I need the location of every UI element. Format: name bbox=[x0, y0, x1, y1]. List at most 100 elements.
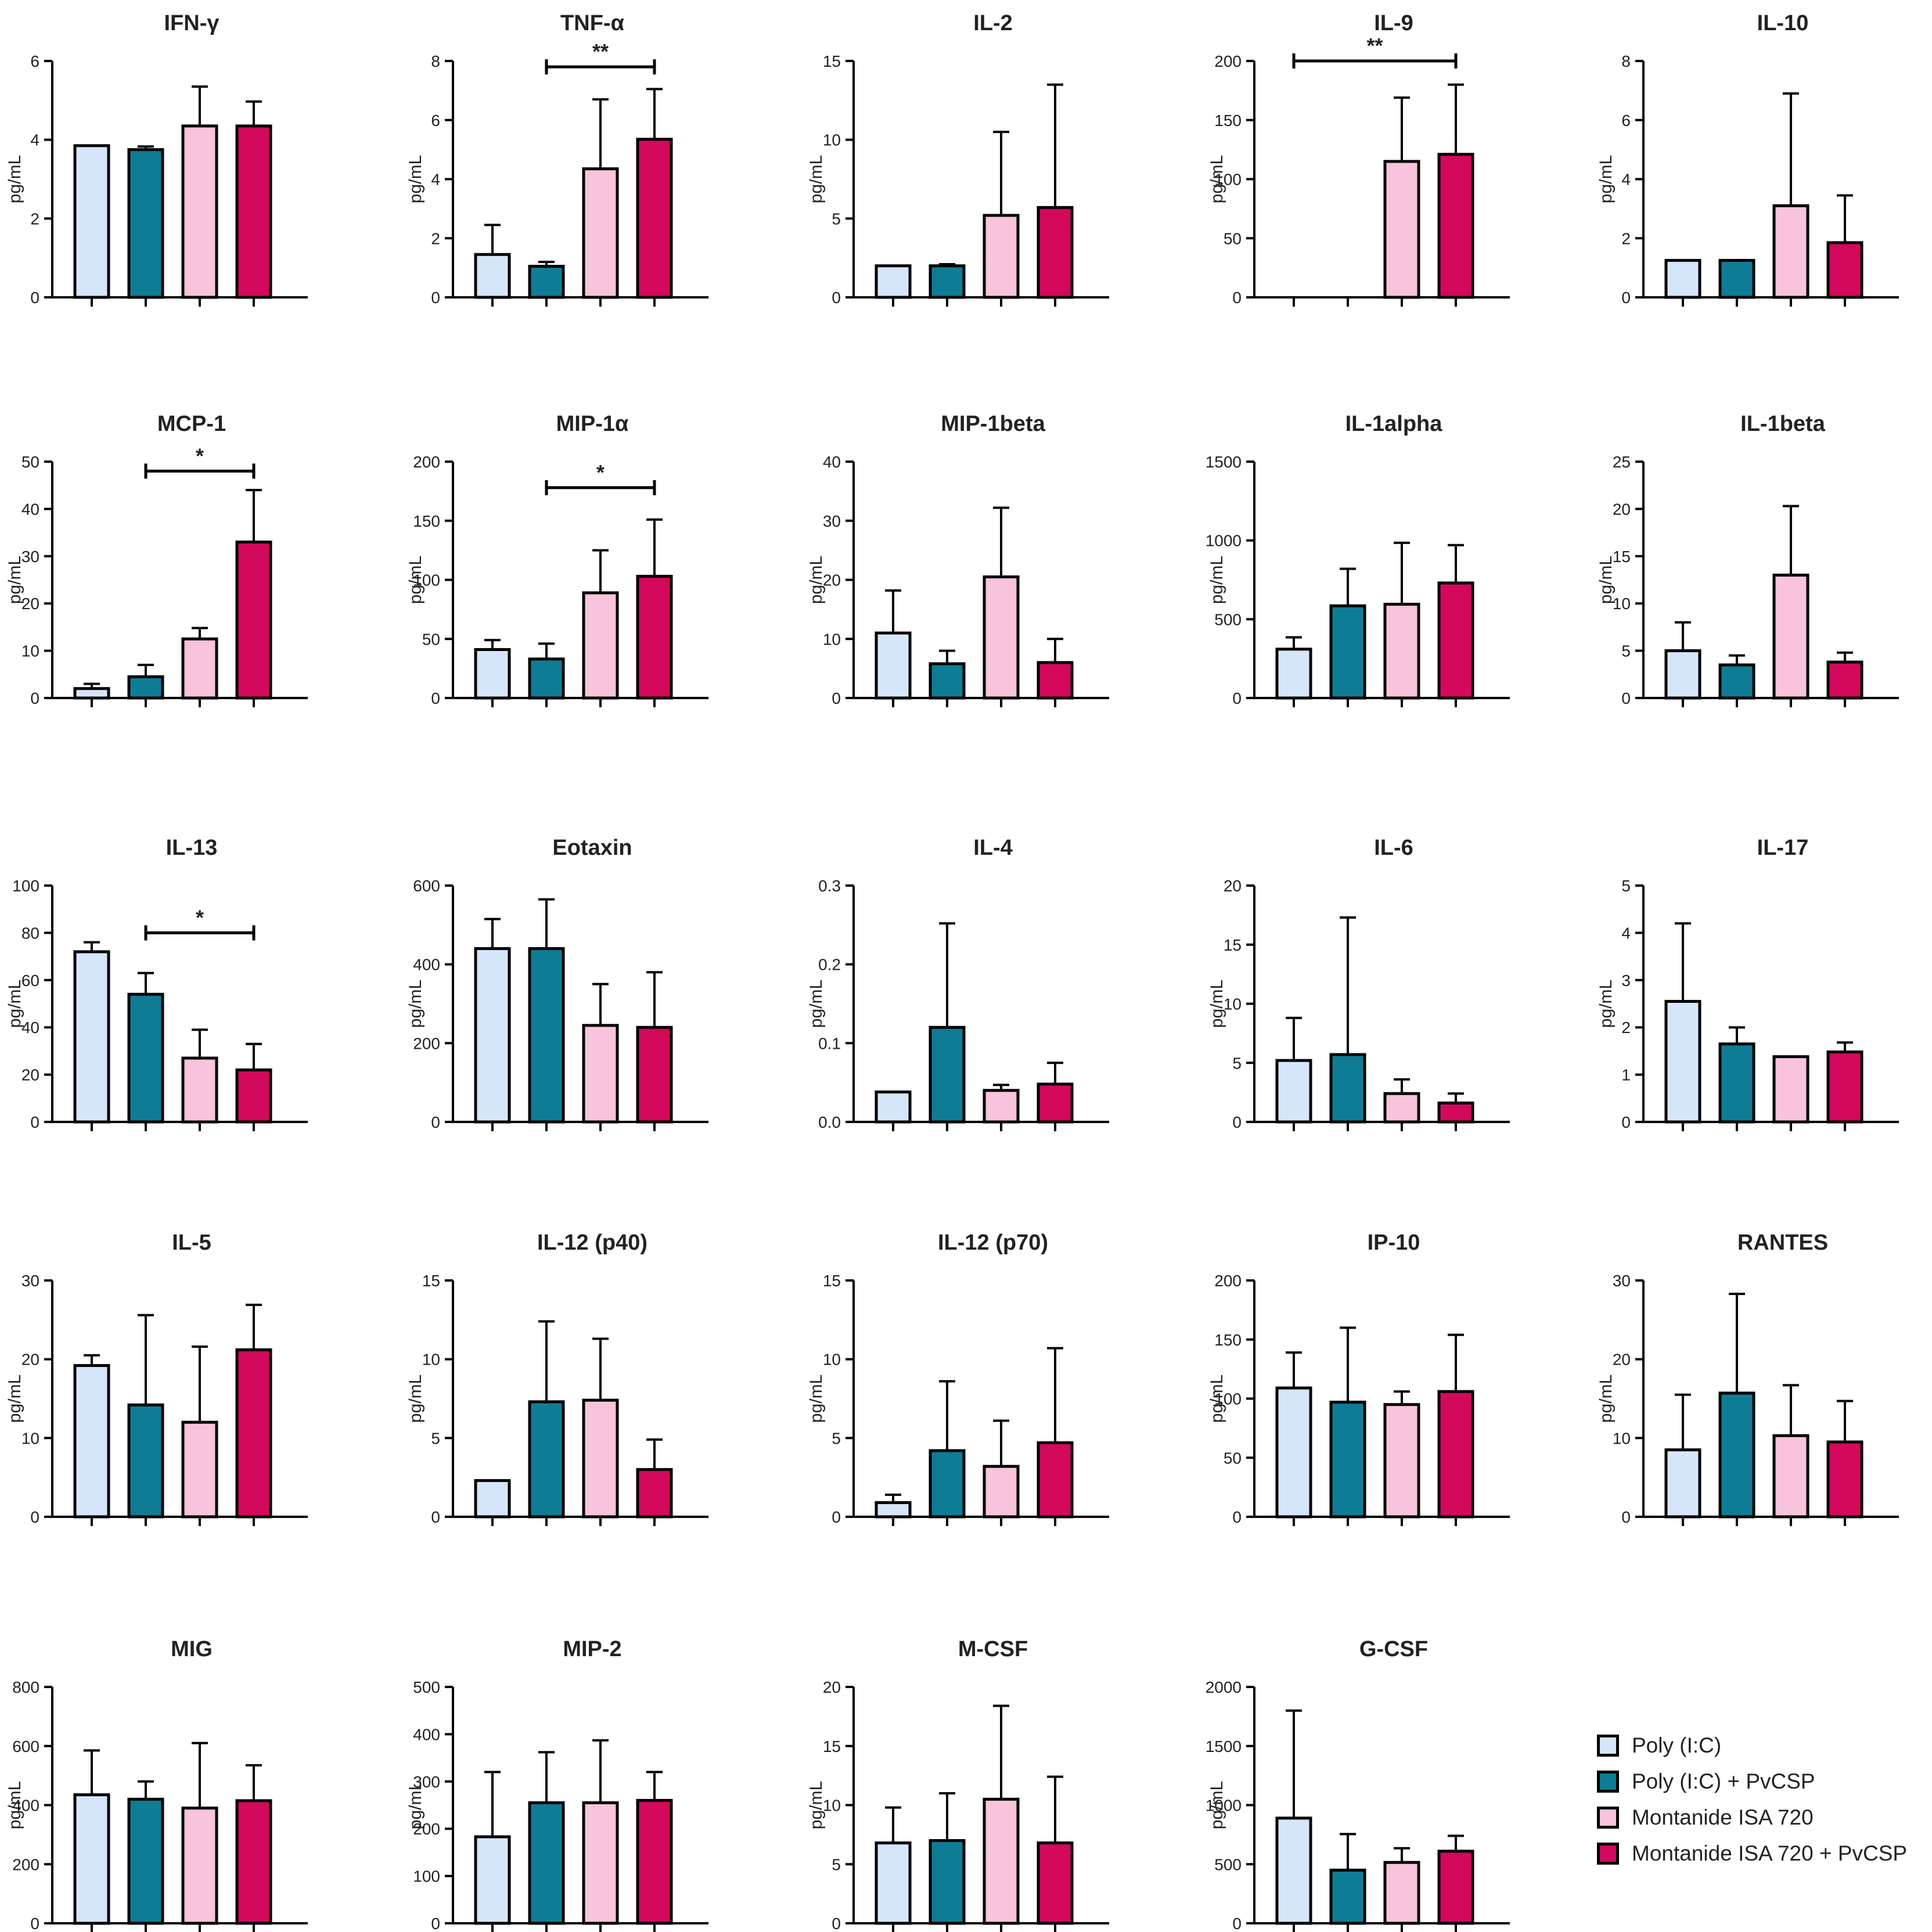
y-tick-label: 10 bbox=[823, 131, 841, 149]
legend-swatch-montanide-pvcsp bbox=[1597, 1843, 1619, 1865]
y-tick-label: 5 bbox=[1621, 877, 1631, 895]
bar-poly-i-c bbox=[1275, 1816, 1312, 1925]
significance-label: * bbox=[196, 905, 204, 929]
y-tick-label: 0 bbox=[1621, 289, 1631, 307]
bar-montanide-isa-720 bbox=[983, 575, 1020, 700]
y-axis-label: pg/mL bbox=[406, 155, 425, 203]
legend-label: Montanide ISA 720 bbox=[1632, 1805, 1814, 1829]
y-axis-label: pg/mL bbox=[1596, 980, 1616, 1028]
bar-montanide-isa-720 bbox=[181, 124, 218, 299]
y-tick-label: 0.3 bbox=[818, 877, 841, 895]
y-tick-label: 15 bbox=[422, 1272, 440, 1290]
y-tick-label: 0 bbox=[1621, 1113, 1631, 1131]
bar-montanide-isa-720-pvcsp bbox=[636, 1468, 673, 1519]
chart-title: IL-6 bbox=[1374, 836, 1413, 860]
y-tick-label: 6 bbox=[30, 52, 39, 70]
bar-montanide-isa-720-pvcsp bbox=[636, 1026, 673, 1124]
chart-il-9: IL-9 pg/mL 0 50 100 150 200 ** bbox=[1207, 11, 1510, 307]
chart-title: M-CSF bbox=[958, 1637, 1028, 1661]
y-tick-label: 15 bbox=[1613, 548, 1631, 566]
y-tick-label: 60 bbox=[21, 972, 39, 990]
bar-montanide-isa-720 bbox=[1383, 1092, 1420, 1124]
chart-title: IL-2 bbox=[973, 11, 1013, 35]
y-tick-label: 0 bbox=[832, 289, 841, 307]
chart-il-4: IL-4 pg/mL 0.0 0.1 0.2 0.3 bbox=[807, 836, 1109, 1131]
y-tick-label: 5 bbox=[431, 1429, 440, 1447]
bar-poly-i-c-pvcsp bbox=[1718, 1391, 1755, 1519]
legend-label: Poly (I:C) + PvCSP bbox=[1632, 1769, 1815, 1793]
y-tick-label: 0.0 bbox=[818, 1113, 841, 1131]
y-tick-label: 50 bbox=[422, 630, 440, 648]
bar-poly-i-c-pvcsp bbox=[528, 1801, 565, 1925]
legend-label: Montanide ISA 720 + PvCSP bbox=[1632, 1841, 1908, 1865]
bar-montanide-isa-720-pvcsp bbox=[636, 574, 673, 700]
chart-title: IL-17 bbox=[1757, 836, 1809, 860]
y-tick-label: 10 bbox=[1224, 995, 1242, 1013]
chart-il-13: IL-13 pg/mL 0 20 40 60 80 100 * bbox=[5, 836, 308, 1131]
y-tick-label: 40 bbox=[823, 453, 841, 471]
y-tick-label: 3 bbox=[1621, 972, 1631, 990]
bar-poly-i-c-pvcsp bbox=[929, 264, 966, 299]
bar-poly-i-c bbox=[73, 950, 110, 1124]
y-tick-label: 0 bbox=[1232, 689, 1242, 707]
chart-rantes: RANTES pg/mL 0 10 20 30 bbox=[1596, 1231, 1899, 1526]
chart-tnf: TNF-α pg/mL 0 2 4 6 8 ** bbox=[406, 11, 708, 307]
chart-title: IL-12 (p70) bbox=[938, 1231, 1048, 1255]
y-axis-label: pg/mL bbox=[807, 155, 826, 203]
bar-montanide-isa-720-pvcsp bbox=[1437, 153, 1474, 299]
bar-montanide-isa-720-pvcsp bbox=[1826, 660, 1863, 700]
bar-montanide-isa-720-pvcsp bbox=[1826, 241, 1863, 299]
bar-montanide-isa-720-pvcsp bbox=[636, 1798, 673, 1925]
bar-montanide-isa-720 bbox=[983, 214, 1020, 299]
y-tick-label: 30 bbox=[21, 1272, 39, 1290]
y-axis-label: pg/mL bbox=[1207, 1781, 1226, 1829]
bar-poly-i-c-pvcsp bbox=[528, 947, 565, 1124]
chart-title: TNF-α bbox=[560, 11, 624, 35]
y-tick-label: 50 bbox=[1224, 229, 1242, 247]
bar-poly-i-c bbox=[1664, 258, 1701, 299]
y-tick-label: 600 bbox=[413, 877, 440, 895]
y-tick-label: 0 bbox=[431, 1508, 440, 1526]
bar-poly-i-c-pvcsp bbox=[929, 1449, 966, 1519]
chart-title: MIG bbox=[171, 1637, 213, 1661]
bar-montanide-isa-720 bbox=[983, 1797, 1020, 1925]
y-tick-label: 0 bbox=[1232, 1508, 1242, 1526]
legend-item-poly-ic-pvcsp: Poly (I:C) + PvCSP bbox=[1597, 1764, 1928, 1800]
y-axis-label: pg/mL bbox=[406, 556, 425, 604]
y-tick-label: 0 bbox=[30, 689, 39, 707]
chart-title: MIP-1α bbox=[556, 412, 629, 436]
y-tick-label: 200 bbox=[12, 1855, 39, 1873]
bar-montanide-isa-720-pvcsp bbox=[1037, 1441, 1074, 1519]
y-tick-label: 20 bbox=[1613, 500, 1631, 518]
y-tick-label: 10 bbox=[823, 1351, 841, 1369]
chart-title: IP-10 bbox=[1368, 1231, 1420, 1255]
bar-poly-i-c bbox=[1275, 647, 1312, 700]
legend-item-poly-ic: Poly (I:C) bbox=[1597, 1728, 1928, 1764]
y-tick-label: 0 bbox=[832, 1915, 841, 1932]
chart-il-10: IL-10 pg/mL 0 2 4 6 8 bbox=[1596, 11, 1899, 307]
y-tick-label: 40 bbox=[21, 500, 39, 518]
significance-label: ** bbox=[592, 39, 609, 63]
y-tick-label: 2 bbox=[1621, 1019, 1631, 1037]
bar-poly-i-c-pvcsp bbox=[1718, 258, 1755, 299]
bar-poly-i-c-pvcsp bbox=[1718, 663, 1755, 700]
y-tick-label: 10 bbox=[21, 642, 39, 660]
chart-mip-2: MIP-2 pg/mL 0 100 200 300 400 500 bbox=[406, 1637, 708, 1932]
y-tick-label: 0 bbox=[1232, 1915, 1242, 1932]
chart-title: MIP-1beta bbox=[941, 412, 1045, 436]
legend-swatch-poly-ic-pvcsp bbox=[1597, 1771, 1619, 1793]
y-tick-label: 0 bbox=[431, 1113, 440, 1131]
y-tick-label: 10 bbox=[422, 1351, 440, 1369]
bar-montanide-isa-720 bbox=[1772, 1434, 1809, 1519]
y-axis-label: pg/mL bbox=[1207, 1375, 1226, 1423]
chart-il-1beta: IL-1beta pg/mL 0 5 10 15 20 25 bbox=[1596, 412, 1899, 707]
y-tick-label: 0.2 bbox=[818, 956, 841, 974]
y-tick-label: 0 bbox=[431, 1915, 440, 1932]
y-tick-label: 800 bbox=[12, 1678, 39, 1696]
bar-poly-i-c-pvcsp bbox=[528, 657, 565, 700]
y-tick-label: 30 bbox=[1613, 1272, 1631, 1290]
bar-montanide-isa-720 bbox=[1383, 603, 1420, 700]
chart-il-17: IL-17 pg/mL 0 1 2 3 4 5 bbox=[1596, 836, 1899, 1131]
y-tick-label: 200 bbox=[413, 1820, 440, 1838]
